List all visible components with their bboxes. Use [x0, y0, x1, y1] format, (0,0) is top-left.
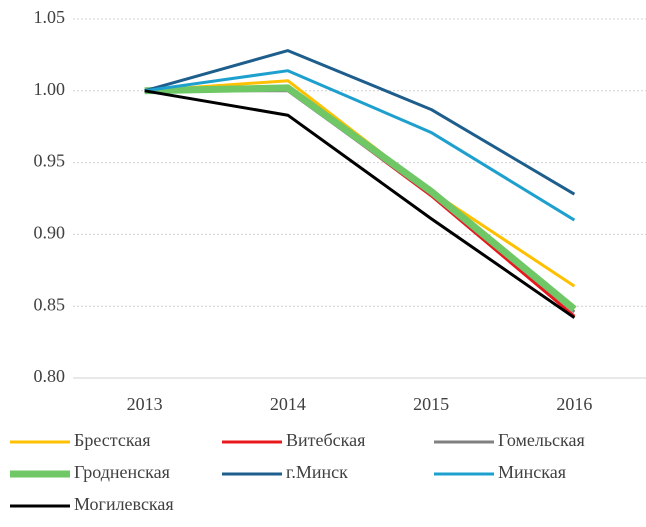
y-tick-label: 1.00 — [34, 79, 66, 99]
legend-label: Витебская — [286, 430, 365, 450]
line — [144, 84, 577, 312]
x-tick-label: 2013 — [127, 394, 163, 414]
line — [144, 87, 576, 318]
line — [144, 69, 576, 222]
y-tick-label: 1.05 — [34, 7, 66, 27]
x-tick-label: 2014 — [270, 394, 306, 414]
legend-label: Брестская — [74, 430, 151, 450]
legend-label: Могилевская — [74, 494, 174, 514]
y-tick-label: 0.90 — [34, 223, 66, 243]
line — [144, 89, 576, 314]
y-tick-label: 0.85 — [34, 294, 66, 314]
legend-label: Гродненская — [74, 462, 170, 482]
line — [144, 49, 576, 196]
legend-label: Минская — [498, 462, 566, 482]
x-tick-label: 2015 — [413, 394, 449, 414]
x-tick-label: 2016 — [556, 394, 592, 414]
y-tick-label: 0.80 — [34, 366, 66, 386]
line — [144, 89, 576, 319]
legend-label: Гомельская — [498, 430, 585, 450]
legend-label: г.Минск — [286, 462, 348, 482]
y-tick-label: 0.95 — [34, 151, 66, 171]
